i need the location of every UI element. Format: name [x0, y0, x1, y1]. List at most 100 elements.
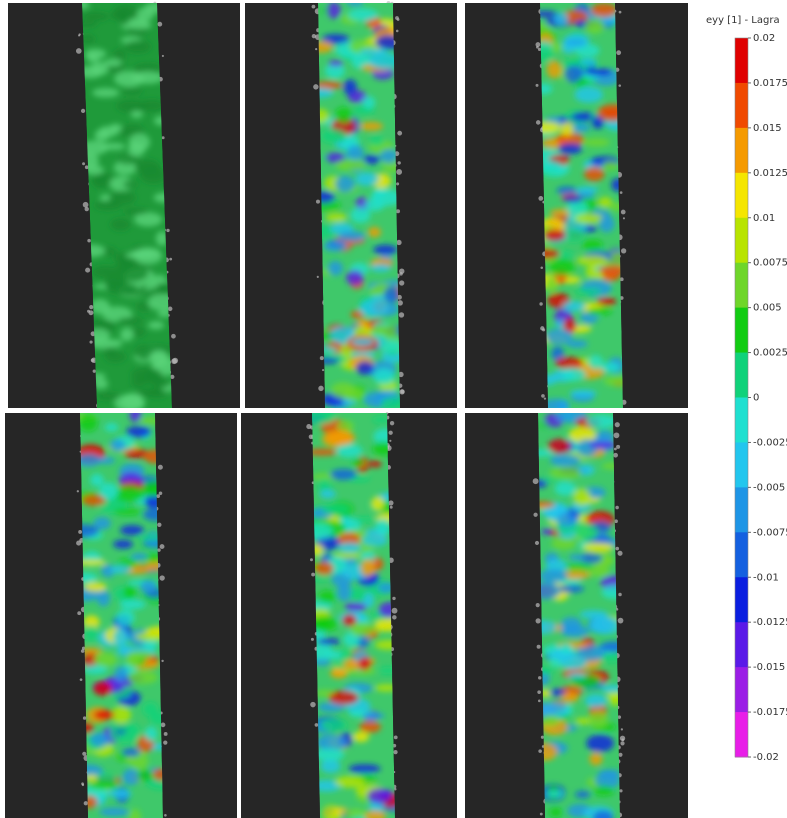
strain-blob: [576, 190, 595, 199]
speckle: [537, 690, 541, 694]
strain-blob: [588, 711, 608, 729]
speckle: [391, 607, 398, 614]
strain-blob: [355, 172, 379, 186]
strain-blob: [325, 430, 356, 446]
strain-blob: [100, 142, 126, 151]
speckle: [397, 161, 401, 165]
strain-blob: [540, 10, 559, 18]
strain-blob: [335, 175, 355, 193]
strain-blob: [318, 81, 343, 90]
speckle: [538, 749, 542, 753]
strain-blob: [370, 325, 400, 336]
speckle: [622, 217, 626, 220]
strain-blob: [131, 326, 146, 337]
strain-blob: [596, 297, 617, 306]
strain-blob: [577, 464, 595, 476]
strain-blob: [359, 721, 382, 733]
strain-blob: [585, 414, 618, 429]
colorbar-tick-label: -0.015: [753, 662, 785, 673]
strain-blob: [586, 734, 615, 753]
strain-blob: [371, 496, 385, 511]
strain-blob: [561, 367, 587, 381]
strain-blob: [83, 615, 100, 629]
strain-blob: [549, 807, 563, 818]
speckle: [82, 751, 87, 756]
strain-blob: [549, 688, 566, 697]
speckle: [396, 169, 403, 175]
strain-blob: [90, 61, 110, 76]
strain-blob: [372, 188, 387, 199]
strain-blob: [556, 186, 578, 195]
speckle: [394, 151, 400, 157]
strain-blob: [125, 40, 151, 54]
dic-panel: [465, 413, 688, 818]
speckle: [613, 452, 618, 458]
strip-field: [82, 3, 172, 408]
strain-blob: [574, 717, 593, 725]
strain-blob: [588, 355, 603, 370]
speckle: [614, 519, 618, 524]
speckle: [90, 331, 96, 337]
strain-blob: [590, 3, 618, 18]
strain-blob: [373, 368, 395, 385]
strain-blob: [588, 565, 611, 578]
speckle: [157, 464, 163, 470]
strain-blob: [125, 426, 151, 438]
strain-blob: [584, 18, 605, 34]
speckle: [311, 572, 316, 577]
strain-blob: [117, 317, 144, 325]
colorbar-band: [735, 397, 748, 443]
colorbar-tick-label: 0: [753, 393, 759, 404]
strain-blob: [82, 34, 95, 44]
strain-blob: [83, 650, 98, 669]
strain-blob: [336, 583, 353, 602]
speckle: [619, 735, 626, 741]
strain-blob: [144, 726, 158, 742]
speckle: [77, 611, 82, 616]
strain-blob: [582, 542, 614, 553]
strain-blob: [110, 565, 132, 574]
speckle: [159, 544, 165, 550]
strain-blob: [337, 420, 355, 433]
speckle: [620, 741, 625, 746]
speckle: [157, 522, 162, 527]
dic-panel: [465, 3, 688, 408]
strain-blob: [361, 534, 388, 547]
strain-blob: [318, 40, 333, 53]
strain-blob: [378, 602, 395, 618]
speckle: [78, 34, 81, 37]
speckle: [540, 735, 545, 739]
strain-blob: [80, 453, 102, 467]
speckle: [172, 357, 179, 364]
strain-blob: [575, 186, 599, 193]
strain-blob: [113, 628, 129, 646]
speckle: [400, 389, 405, 394]
colorbar-band: [735, 127, 748, 174]
strain-blob: [572, 488, 591, 507]
strain-blob: [328, 60, 344, 67]
strain-blob: [312, 779, 342, 792]
speckle: [538, 699, 541, 703]
strain-blob: [107, 789, 132, 798]
strain-blob: [584, 166, 605, 182]
strain-blob: [99, 482, 119, 500]
strain-blob: [123, 585, 136, 600]
colorbar-tick-label: 0.0175: [753, 78, 787, 89]
strain-blob: [383, 285, 400, 303]
strain-blob: [111, 706, 131, 724]
strain-blob: [567, 672, 587, 680]
strain-blob: [545, 276, 558, 293]
strain-blob: [560, 122, 574, 136]
speckle: [543, 397, 547, 400]
strain-blob: [104, 423, 119, 432]
strain-blob: [123, 180, 138, 189]
strain-blob: [364, 199, 385, 212]
strain-blob: [339, 648, 354, 663]
speckle: [616, 50, 622, 56]
strain-blob: [326, 3, 341, 19]
speckle: [75, 48, 82, 54]
colorbar-tick-label: -0.0025: [753, 437, 787, 448]
strain-blob: [129, 413, 142, 423]
strain-blob: [576, 644, 606, 662]
strain-blob: [540, 249, 560, 259]
